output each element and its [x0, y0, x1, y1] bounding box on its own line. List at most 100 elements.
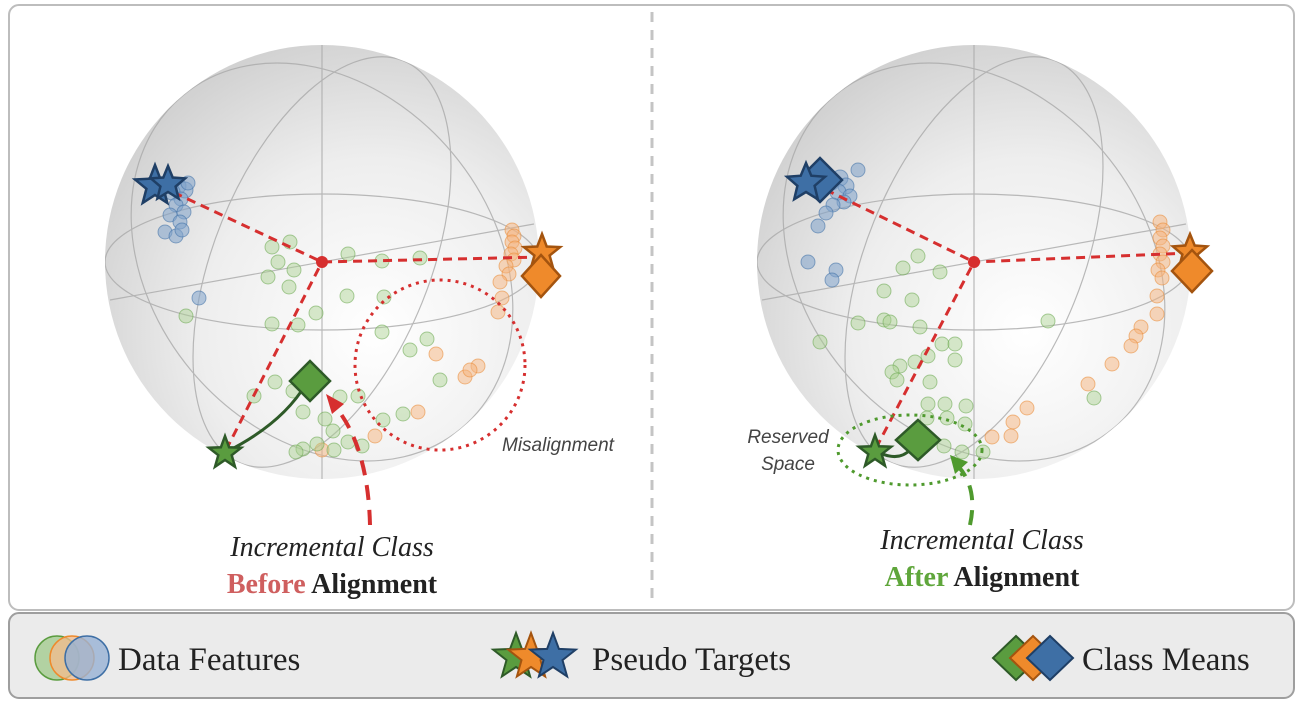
- feature-point: [882, 314, 898, 330]
- feature-point: [922, 374, 938, 390]
- feature-point: [281, 279, 297, 295]
- feature-point: [934, 336, 950, 352]
- feature-point: [1123, 338, 1139, 354]
- feature-point: [958, 398, 974, 414]
- feature-point: [957, 416, 973, 432]
- feature-point: [1086, 390, 1102, 406]
- feature-point: [939, 410, 955, 426]
- feature-point: [810, 218, 826, 234]
- feature-point: [340, 246, 356, 262]
- line-to-orange-target-left: [321, 255, 543, 264]
- feature-point: [309, 436, 325, 452]
- legend-pseudo-targets: Pseudo Targets: [592, 642, 791, 678]
- feature-point: [492, 274, 508, 290]
- feature-point: [895, 260, 911, 276]
- pseudo-target-blue-right: [783, 159, 829, 202]
- feature-point: [367, 428, 383, 444]
- line-to-orange-target-right: [973, 251, 1191, 264]
- feature-point: [410, 404, 426, 420]
- left-caption-line1: Incremental Class: [229, 532, 434, 563]
- feature-point: [947, 352, 963, 368]
- legend-diamond-blue: [1025, 634, 1075, 682]
- feature-point: [1005, 414, 1021, 430]
- arrow-right: [956, 464, 975, 526]
- feature-point: [1149, 288, 1165, 304]
- class-mean-orange-left: [520, 253, 562, 299]
- legend-blue-dot: [64, 635, 110, 681]
- feature-point: [1149, 306, 1165, 322]
- misalignment-circle: [353, 278, 527, 452]
- feature-point: [340, 434, 356, 450]
- line-to-green-target-left: [224, 261, 324, 451]
- legend-bar: Data Features Pseudo Targets Class Means: [8, 612, 1295, 699]
- alignment-word-left: Alignment: [311, 569, 438, 600]
- feature-point: [876, 312, 892, 328]
- pseudo-target-green-left: [205, 432, 245, 470]
- feature-point: [432, 372, 448, 388]
- feature-point: [290, 317, 306, 333]
- feature-point: [174, 222, 190, 238]
- line-to-blue-target-right: [811, 181, 975, 264]
- left-caption-line2: Before Alignment: [227, 569, 438, 600]
- feature-point: [295, 404, 311, 420]
- sphere-center-right: [968, 256, 980, 268]
- data-features-left: [157, 175, 523, 460]
- reserved-label-line1: Reserved: [747, 427, 830, 448]
- feature-point: [428, 346, 444, 362]
- arrow-right-head: [950, 455, 968, 474]
- legend-frame: [8, 612, 1295, 699]
- feature-point: [824, 272, 840, 288]
- feature-point: [910, 248, 926, 264]
- arrow-left-head: [326, 394, 344, 414]
- feature-point: [1080, 376, 1096, 392]
- feature-point: [818, 205, 834, 221]
- feature-point: [260, 269, 276, 285]
- reserved-space-ellipse: [836, 413, 984, 487]
- feature-point: [270, 254, 286, 270]
- feature-point: [325, 423, 341, 439]
- feature-point: [412, 250, 428, 266]
- right-caption-line1: Incremental Class: [879, 525, 1084, 556]
- feature-point: [920, 396, 936, 412]
- feature-point: [314, 442, 330, 458]
- feature-point: [267, 374, 283, 390]
- feature-point: [490, 304, 506, 320]
- feature-point: [947, 336, 963, 352]
- feature-point: [1019, 400, 1035, 416]
- right-panel: Reserved Space Incremental Class After A…: [747, 45, 1214, 593]
- legend-star-blue: [527, 630, 579, 679]
- feature-point: [850, 315, 866, 331]
- feature-point: [850, 162, 866, 178]
- reserved-label-line2: Space: [761, 454, 815, 475]
- feature-point: [191, 290, 207, 306]
- class-mean-green-right: [894, 418, 942, 462]
- feature-point: [288, 444, 304, 460]
- feature-point: [889, 372, 905, 388]
- feature-point: [912, 319, 928, 335]
- sphere-center-left: [316, 256, 328, 268]
- feature-point: [984, 429, 1000, 445]
- feature-point: [402, 342, 418, 358]
- feature-point: [462, 362, 478, 378]
- feature-point: [1104, 356, 1120, 372]
- class-mean-green-left: [288, 359, 332, 403]
- feature-point: [884, 364, 900, 380]
- feature-point: [178, 308, 194, 324]
- left-panel: Misalignment Incremental Class Before Al…: [105, 45, 615, 600]
- after-word: After: [885, 562, 948, 593]
- feature-point: [286, 262, 302, 278]
- feature-point: [339, 288, 355, 304]
- before-word: Before: [227, 569, 306, 600]
- feature-point: [932, 264, 948, 280]
- pseudo-target-blue-left-2: [147, 162, 189, 202]
- feature-point: [1003, 428, 1019, 444]
- legend-data-features: Data Features: [118, 642, 300, 678]
- feature-point: [326, 442, 342, 458]
- feature-point: [308, 305, 324, 321]
- feature-point: [317, 411, 333, 427]
- feature-point: [374, 324, 390, 340]
- feature-point: [936, 438, 952, 454]
- feature-point: [812, 334, 828, 350]
- feature-point: [876, 283, 892, 299]
- legend-class-means: Class Means: [1082, 642, 1250, 678]
